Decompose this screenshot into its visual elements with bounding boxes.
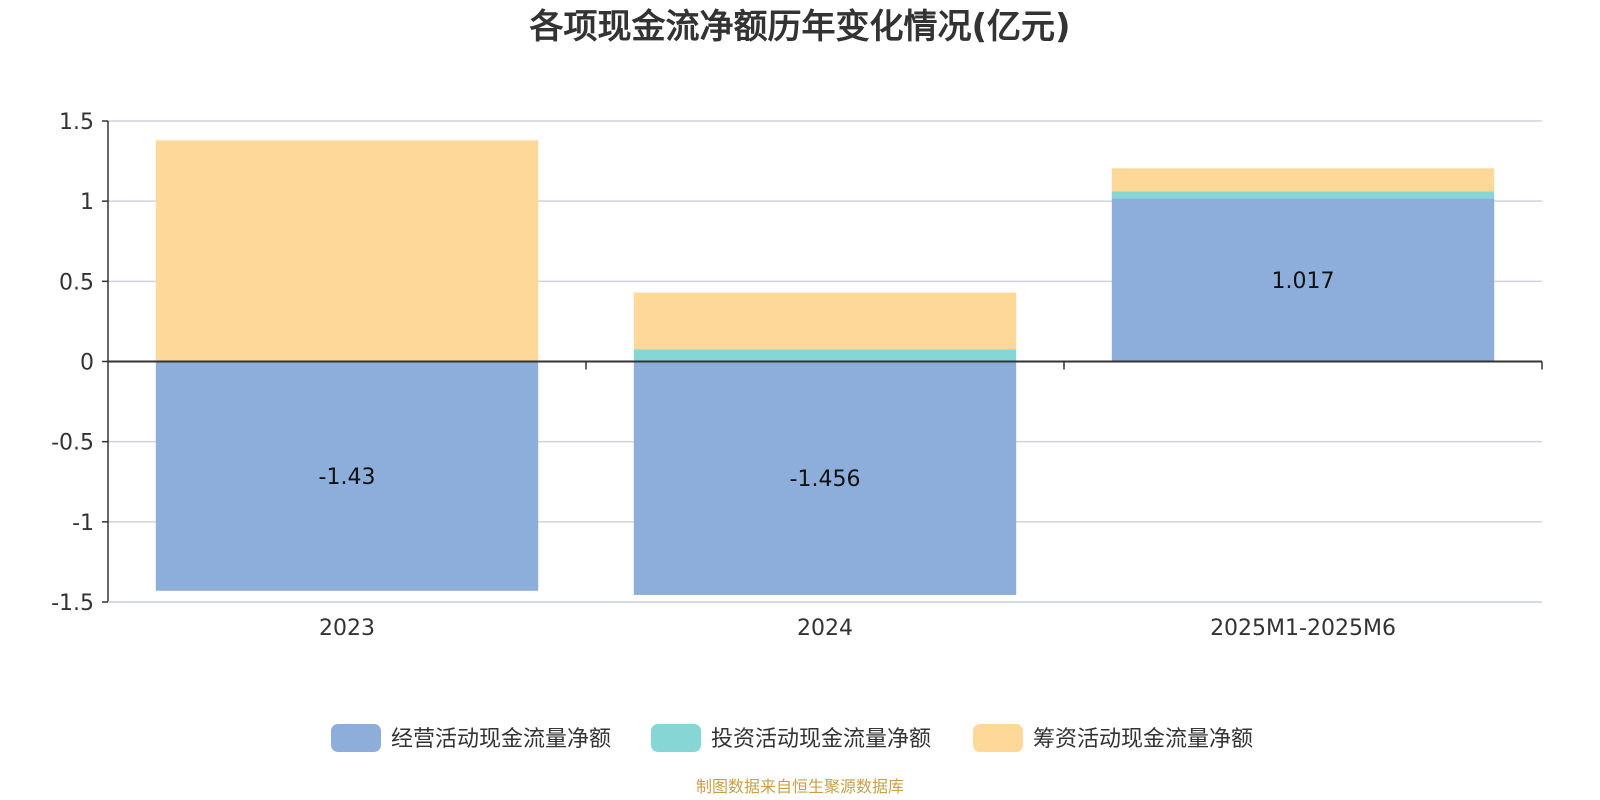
bar-segment[interactable] <box>633 349 1017 362</box>
bars <box>155 140 1495 595</box>
y-tick-label: -1 <box>72 511 94 536</box>
bar-segment[interactable] <box>633 292 1017 350</box>
bar-segment[interactable] <box>1111 198 1495 362</box>
legend-item[interactable]: 投资活动现金流量净额 <box>651 724 931 752</box>
y-ticks: 1.5 1 0.5 0 -0.5 -1 -1.5 <box>51 110 108 616</box>
x-categories: 2023 2024 2025M1-2025M6 <box>319 616 1396 641</box>
data-label: -1.456 <box>790 467 861 492</box>
x-category-label: 2025M1-2025M6 <box>1210 616 1396 641</box>
y-tick-label: 0 <box>80 351 94 376</box>
bar-segment[interactable] <box>633 361 1017 595</box>
data-label: 1.017 <box>1272 269 1335 294</box>
y-tick-label: 1 <box>80 190 94 215</box>
legend-item[interactable]: 经营活动现金流量净额 <box>331 724 611 752</box>
source-note: 制图数据来自恒生聚源数据库 <box>696 777 904 796</box>
legend-label: 投资活动现金流量净额 <box>711 727 931 752</box>
y-tick-label: -1.5 <box>51 591 94 616</box>
legend-swatch <box>651 724 701 752</box>
legend-label: 筹资活动现金流量净额 <box>1033 727 1253 752</box>
data-labels: -1.43 -1.456 1.017 <box>319 269 1335 492</box>
x-category-label: 2023 <box>319 616 375 641</box>
bar-segment[interactable] <box>155 361 539 591</box>
data-label: -1.43 <box>319 465 376 490</box>
y-tick-label: 0.5 <box>59 270 94 295</box>
bar-segment[interactable] <box>155 140 539 362</box>
legend-item[interactable]: 筹资活动现金流量净额 <box>973 724 1253 752</box>
legend-swatch <box>331 724 381 752</box>
bar-segment[interactable] <box>1111 191 1495 199</box>
legend-swatch <box>973 724 1023 752</box>
y-tick-label: 1.5 <box>59 110 94 135</box>
legend[interactable]: 经营活动现金流量净额 投资活动现金流量净额 筹资活动现金流量净额 <box>331 724 1253 752</box>
x-category-label: 2024 <box>797 616 853 641</box>
chart-title: 各项现金流净额历年变化情况(亿元) <box>529 7 1070 47</box>
bar-segment[interactable] <box>1111 168 1495 192</box>
y-tick-label: -0.5 <box>51 431 94 456</box>
legend-label: 经营活动现金流量净额 <box>391 727 611 752</box>
